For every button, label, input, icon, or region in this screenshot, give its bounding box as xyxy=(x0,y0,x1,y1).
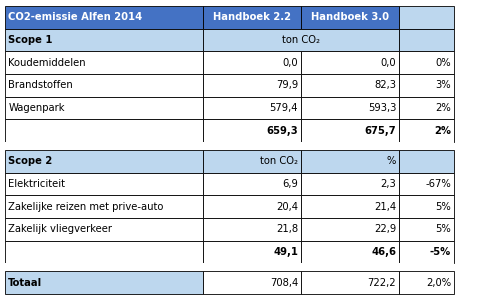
Text: 708,4: 708,4 xyxy=(270,278,298,288)
Bar xyxy=(399,173,454,195)
Text: 5%: 5% xyxy=(435,224,451,234)
Text: 46,6: 46,6 xyxy=(371,247,396,257)
Text: 22,9: 22,9 xyxy=(374,224,396,234)
Text: Scope 2: Scope 2 xyxy=(8,156,53,166)
Text: -67%: -67% xyxy=(426,179,451,189)
Text: 2%: 2% xyxy=(435,103,451,113)
Bar xyxy=(5,142,203,150)
Text: 675,7: 675,7 xyxy=(365,126,396,136)
Text: 2,3: 2,3 xyxy=(380,179,396,189)
Bar xyxy=(399,28,454,51)
Bar xyxy=(5,173,203,195)
Bar xyxy=(302,51,399,74)
Bar xyxy=(5,74,203,97)
Bar xyxy=(203,119,302,142)
Bar xyxy=(302,142,399,150)
Bar xyxy=(302,218,399,241)
Bar xyxy=(5,119,203,142)
Bar xyxy=(302,150,399,173)
Bar xyxy=(399,119,454,142)
Text: 2,0%: 2,0% xyxy=(426,278,451,288)
Bar xyxy=(399,74,454,97)
Text: Scope 1: Scope 1 xyxy=(8,35,53,45)
Bar xyxy=(203,97,302,119)
Bar xyxy=(203,142,302,150)
Bar xyxy=(302,272,399,294)
Text: Handboek 2.2: Handboek 2.2 xyxy=(213,12,291,22)
Bar xyxy=(203,263,302,272)
Bar xyxy=(5,241,203,263)
Bar xyxy=(203,74,302,97)
Bar xyxy=(203,195,302,218)
Bar xyxy=(399,241,454,263)
Bar xyxy=(5,51,203,74)
Text: 0,0: 0,0 xyxy=(283,58,298,68)
Text: 82,3: 82,3 xyxy=(374,80,396,90)
Text: Wagenpark: Wagenpark xyxy=(8,103,65,113)
Bar xyxy=(302,173,399,195)
Bar xyxy=(399,51,454,74)
Text: 0%: 0% xyxy=(435,58,451,68)
Text: %: % xyxy=(386,156,396,166)
Bar xyxy=(203,272,302,294)
Bar xyxy=(203,150,302,173)
Bar xyxy=(5,150,203,173)
Bar xyxy=(5,28,203,51)
Bar xyxy=(399,150,454,173)
Bar xyxy=(399,263,454,272)
Bar xyxy=(5,218,203,241)
Bar xyxy=(203,28,399,51)
Bar xyxy=(302,74,399,97)
Text: ton CO₂: ton CO₂ xyxy=(260,156,298,166)
Text: 0,0: 0,0 xyxy=(381,58,396,68)
Bar xyxy=(5,195,203,218)
Bar xyxy=(399,195,454,218)
Text: 49,1: 49,1 xyxy=(273,247,298,257)
Bar xyxy=(399,97,454,119)
Text: 579,4: 579,4 xyxy=(269,103,298,113)
Bar xyxy=(302,195,399,218)
Bar xyxy=(302,263,399,272)
Bar xyxy=(203,173,302,195)
Text: Totaal: Totaal xyxy=(8,278,42,288)
Text: 21,8: 21,8 xyxy=(276,224,298,234)
Text: ton CO₂: ton CO₂ xyxy=(283,35,321,45)
Bar xyxy=(203,51,302,74)
Text: Handboek 3.0: Handboek 3.0 xyxy=(311,12,389,22)
Text: Zakelijke reizen met prive-auto: Zakelijke reizen met prive-auto xyxy=(8,202,163,212)
Bar xyxy=(399,6,454,28)
Text: -5%: -5% xyxy=(430,247,451,257)
Text: 20,4: 20,4 xyxy=(276,202,298,212)
Text: 659,3: 659,3 xyxy=(266,126,298,136)
Bar xyxy=(399,218,454,241)
Text: Elektriciteit: Elektriciteit xyxy=(8,179,65,189)
Bar xyxy=(5,272,203,294)
Bar xyxy=(203,241,302,263)
Text: 6,9: 6,9 xyxy=(282,179,298,189)
Bar xyxy=(302,6,399,28)
Bar xyxy=(203,218,302,241)
Text: 722,2: 722,2 xyxy=(367,278,396,288)
Bar xyxy=(399,272,454,294)
Text: 3%: 3% xyxy=(435,80,451,90)
Bar xyxy=(302,97,399,119)
Text: 5%: 5% xyxy=(435,202,451,212)
Text: 593,3: 593,3 xyxy=(367,103,396,113)
Bar xyxy=(302,241,399,263)
Text: Zakelijk vliegverkeer: Zakelijk vliegverkeer xyxy=(8,224,112,234)
Bar xyxy=(302,119,399,142)
Text: 79,9: 79,9 xyxy=(276,80,298,90)
Text: 2%: 2% xyxy=(434,126,451,136)
Text: Brandstoffen: Brandstoffen xyxy=(8,80,73,90)
Bar xyxy=(5,97,203,119)
Bar xyxy=(399,142,454,150)
Text: CO2-emissie Alfen 2014: CO2-emissie Alfen 2014 xyxy=(8,12,142,22)
Text: 21,4: 21,4 xyxy=(374,202,396,212)
Bar xyxy=(203,6,302,28)
Bar xyxy=(5,263,203,272)
Text: Koudemiddelen: Koudemiddelen xyxy=(8,58,86,68)
Bar xyxy=(5,6,203,28)
